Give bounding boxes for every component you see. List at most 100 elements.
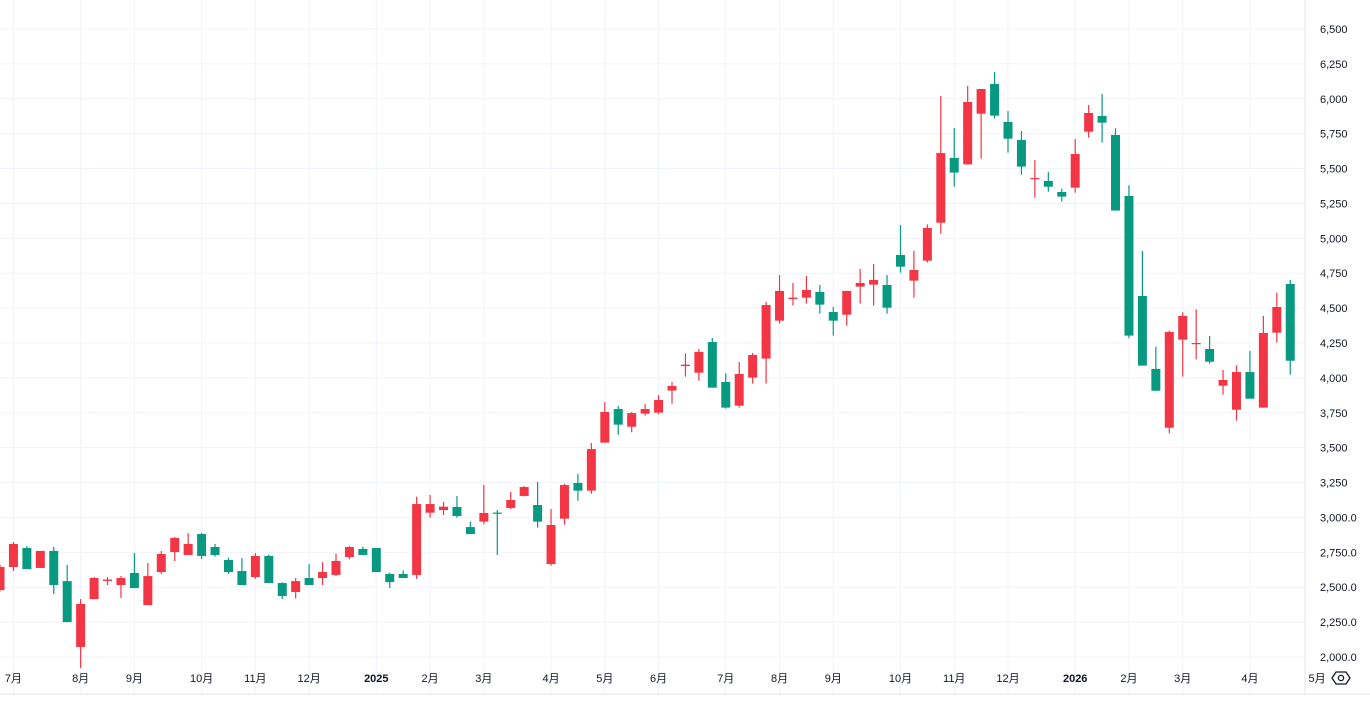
candle[interactable] <box>1016 131 1026 175</box>
candle[interactable] <box>801 276 811 304</box>
candle[interactable] <box>1205 336 1215 364</box>
candle[interactable] <box>223 557 233 574</box>
candle[interactable] <box>304 564 314 585</box>
candle[interactable] <box>828 306 838 336</box>
candle[interactable] <box>156 550 166 574</box>
candle[interactable] <box>1231 365 1241 421</box>
candle[interactable] <box>76 599 86 669</box>
candle[interactable] <box>627 412 637 433</box>
candle[interactable] <box>586 443 596 494</box>
candle[interactable] <box>895 225 905 273</box>
candle[interactable] <box>89 577 99 600</box>
candle[interactable] <box>8 542 18 572</box>
candle[interactable] <box>573 474 583 501</box>
candle[interactable] <box>761 301 771 384</box>
candle[interactable] <box>1272 292 1282 343</box>
candle[interactable] <box>546 509 556 566</box>
candle[interactable] <box>734 361 744 408</box>
candle[interactable] <box>1043 172 1053 192</box>
candle[interactable] <box>963 85 973 165</box>
candle[interactable] <box>385 572 395 589</box>
candle[interactable] <box>479 485 489 525</box>
candle[interactable] <box>425 494 435 518</box>
candle[interactable] <box>1084 105 1094 138</box>
candle[interactable] <box>412 496 422 579</box>
candle[interactable] <box>1070 138 1080 193</box>
candle[interactable] <box>318 562 328 585</box>
candle[interactable] <box>788 282 798 306</box>
candle[interactable] <box>869 264 879 306</box>
candle[interactable] <box>264 554 274 584</box>
candle[interactable] <box>62 565 72 623</box>
candle[interactable] <box>103 577 113 585</box>
candle[interactable] <box>439 501 449 516</box>
candle[interactable] <box>197 532 207 560</box>
candle[interactable] <box>654 395 664 415</box>
candle[interactable] <box>667 381 677 404</box>
candle[interactable] <box>49 547 59 595</box>
candle[interactable] <box>1191 309 1201 360</box>
candle[interactable] <box>707 337 717 388</box>
candle[interactable] <box>277 582 287 600</box>
candle[interactable] <box>533 481 543 528</box>
candle[interactable] <box>640 404 650 416</box>
time-axis[interactable]: 7月 8月 9月 10月 11月 12月 2025 2月 3月 4月 5月 6月 7月 8月 9月 10月 11… <box>5 673 1326 685</box>
candle[interactable] <box>855 268 865 304</box>
candle[interactable] <box>1057 188 1067 202</box>
candle[interactable] <box>492 510 502 555</box>
candle[interactable] <box>291 578 301 599</box>
candle[interactable] <box>1111 128 1121 211</box>
candle[interactable] <box>170 536 180 561</box>
candle[interactable] <box>1137 251 1147 366</box>
candle[interactable] <box>922 224 932 263</box>
candle[interactable] <box>936 95 946 234</box>
candle[interactable] <box>35 550 45 568</box>
candle[interactable] <box>1151 346 1161 391</box>
candle[interactable] <box>1218 369 1228 395</box>
candle[interactable] <box>882 275 892 314</box>
candle[interactable] <box>748 353 758 384</box>
candle[interactable] <box>143 563 153 606</box>
candle[interactable] <box>344 546 354 560</box>
candle[interactable] <box>976 89 986 159</box>
candle[interactable] <box>613 405 623 435</box>
candle[interactable] <box>183 533 193 555</box>
candle[interactable] <box>721 373 731 409</box>
candle[interactable] <box>990 71 1000 119</box>
candle[interactable] <box>1030 160 1040 198</box>
candle[interactable] <box>1178 312 1188 377</box>
candle[interactable] <box>465 521 475 535</box>
candle[interactable] <box>358 546 368 555</box>
price-axis[interactable]: 6,500 6,250 6,000 5,750 5,500 5,250 5,000 4,750… <box>1320 24 1357 664</box>
candle[interactable] <box>250 553 260 579</box>
candle[interactable] <box>116 576 126 598</box>
candle[interactable] <box>506 492 516 510</box>
candle[interactable] <box>452 495 462 518</box>
candle[interactable] <box>519 486 529 497</box>
candle[interactable] <box>129 553 139 589</box>
candle[interactable] <box>909 250 919 298</box>
candle[interactable] <box>1003 111 1013 153</box>
candle[interactable] <box>559 483 569 525</box>
candle[interactable] <box>331 553 341 577</box>
candle[interactable] <box>815 284 825 314</box>
candle[interactable] <box>1164 330 1174 434</box>
candle[interactable] <box>1258 315 1268 408</box>
candle[interactable] <box>694 349 704 381</box>
candle[interactable] <box>210 543 220 557</box>
candle[interactable] <box>842 290 852 326</box>
candle[interactable] <box>1285 279 1295 375</box>
candle[interactable] <box>0 564 5 592</box>
candle[interactable] <box>237 558 247 585</box>
candle[interactable] <box>775 275 785 324</box>
candle[interactable] <box>371 548 381 573</box>
candle[interactable] <box>1124 185 1134 339</box>
candle[interactable] <box>949 127 959 187</box>
candle[interactable] <box>1245 350 1255 399</box>
candle[interactable] <box>600 402 610 443</box>
candle[interactable] <box>680 353 690 377</box>
candle[interactable] <box>398 570 408 579</box>
eye-settings-icon[interactable] <box>1330 668 1352 688</box>
candle[interactable] <box>22 546 32 570</box>
